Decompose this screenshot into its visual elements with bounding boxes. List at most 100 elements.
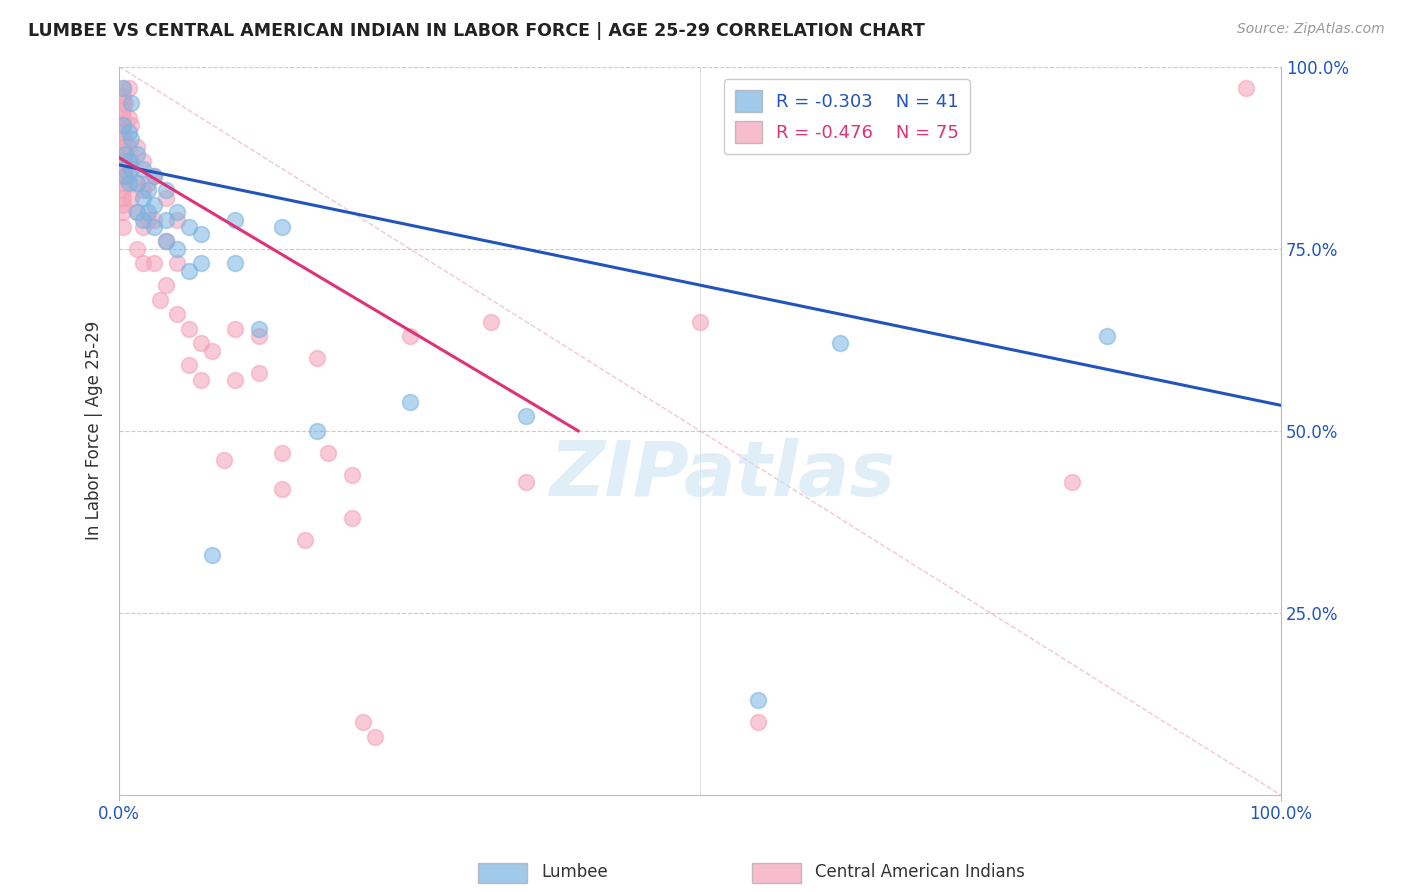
- Point: [247, 329, 270, 343]
- Point: [190, 256, 212, 270]
- Point: [111, 154, 134, 169]
- Point: [111, 147, 134, 161]
- Point: [177, 219, 200, 234]
- Point: [166, 242, 188, 256]
- Point: [120, 191, 142, 205]
- Text: Source: ZipAtlas.com: Source: ZipAtlas.com: [1237, 22, 1385, 37]
- Point: [689, 314, 711, 328]
- Point: [155, 235, 177, 249]
- Point: [294, 533, 316, 547]
- Point: [125, 205, 148, 219]
- Point: [111, 118, 134, 132]
- Point: [117, 154, 139, 169]
- Point: [190, 373, 212, 387]
- Point: [114, 132, 136, 146]
- Point: [155, 235, 177, 249]
- Point: [111, 191, 134, 205]
- Point: [131, 191, 153, 205]
- Point: [166, 205, 188, 219]
- Point: [212, 453, 235, 467]
- Point: [111, 219, 134, 234]
- Point: [155, 183, 177, 197]
- Point: [201, 343, 224, 358]
- Point: [114, 161, 136, 176]
- Point: [117, 176, 139, 190]
- Point: [131, 161, 153, 176]
- Point: [111, 139, 134, 153]
- Point: [143, 212, 166, 227]
- Point: [117, 81, 139, 95]
- Point: [515, 409, 537, 424]
- Point: [111, 198, 134, 212]
- Point: [143, 219, 166, 234]
- Point: [125, 242, 148, 256]
- Point: [111, 95, 134, 110]
- Point: [125, 139, 148, 153]
- Point: [352, 715, 374, 730]
- Point: [201, 548, 224, 562]
- Point: [747, 693, 769, 707]
- Point: [131, 219, 153, 234]
- Point: [143, 169, 166, 183]
- Point: [828, 336, 851, 351]
- Point: [271, 219, 294, 234]
- Point: [1095, 329, 1118, 343]
- Point: [166, 256, 188, 270]
- Point: [177, 322, 200, 336]
- Point: [117, 111, 139, 125]
- Point: [155, 212, 177, 227]
- Point: [190, 336, 212, 351]
- Point: [247, 366, 270, 380]
- Point: [131, 183, 153, 197]
- Point: [111, 111, 134, 125]
- Point: [111, 132, 134, 146]
- Point: [114, 169, 136, 183]
- Point: [117, 169, 139, 183]
- Point: [1060, 475, 1083, 489]
- Point: [117, 125, 139, 139]
- Point: [515, 475, 537, 489]
- Point: [125, 147, 148, 161]
- Point: [111, 176, 134, 190]
- Point: [111, 118, 134, 132]
- Text: LUMBEE VS CENTRAL AMERICAN INDIAN IN LABOR FORCE | AGE 25-29 CORRELATION CHART: LUMBEE VS CENTRAL AMERICAN INDIAN IN LAB…: [28, 22, 925, 40]
- Text: ZIPatlas: ZIPatlas: [550, 438, 897, 511]
- Point: [143, 256, 166, 270]
- Point: [125, 176, 148, 190]
- Point: [271, 445, 294, 459]
- Point: [111, 81, 134, 95]
- Point: [398, 329, 420, 343]
- Point: [224, 212, 246, 227]
- Point: [117, 139, 139, 153]
- Point: [149, 293, 172, 307]
- Point: [136, 212, 159, 227]
- Point: [111, 103, 134, 118]
- Point: [111, 169, 134, 183]
- Text: Lumbee: Lumbee: [541, 863, 607, 881]
- Point: [136, 183, 159, 197]
- Point: [224, 322, 246, 336]
- Point: [111, 81, 134, 95]
- Point: [131, 212, 153, 227]
- Point: [143, 198, 166, 212]
- Point: [125, 176, 148, 190]
- Point: [143, 169, 166, 183]
- Point: [340, 467, 363, 482]
- Point: [120, 154, 142, 169]
- Point: [305, 351, 328, 365]
- Point: [111, 88, 134, 103]
- Y-axis label: In Labor Force | Age 25-29: In Labor Force | Age 25-29: [86, 321, 103, 541]
- Point: [271, 482, 294, 496]
- Point: [111, 205, 134, 219]
- Legend: R = -0.303    N = 41, R = -0.476    N = 75: R = -0.303 N = 41, R = -0.476 N = 75: [724, 79, 970, 154]
- Point: [305, 424, 328, 438]
- Point: [747, 715, 769, 730]
- Point: [155, 278, 177, 293]
- Point: [120, 132, 142, 146]
- Point: [177, 263, 200, 277]
- Point: [190, 227, 212, 241]
- Point: [398, 394, 420, 409]
- Point: [111, 183, 134, 197]
- Point: [120, 95, 142, 110]
- Point: [364, 730, 387, 744]
